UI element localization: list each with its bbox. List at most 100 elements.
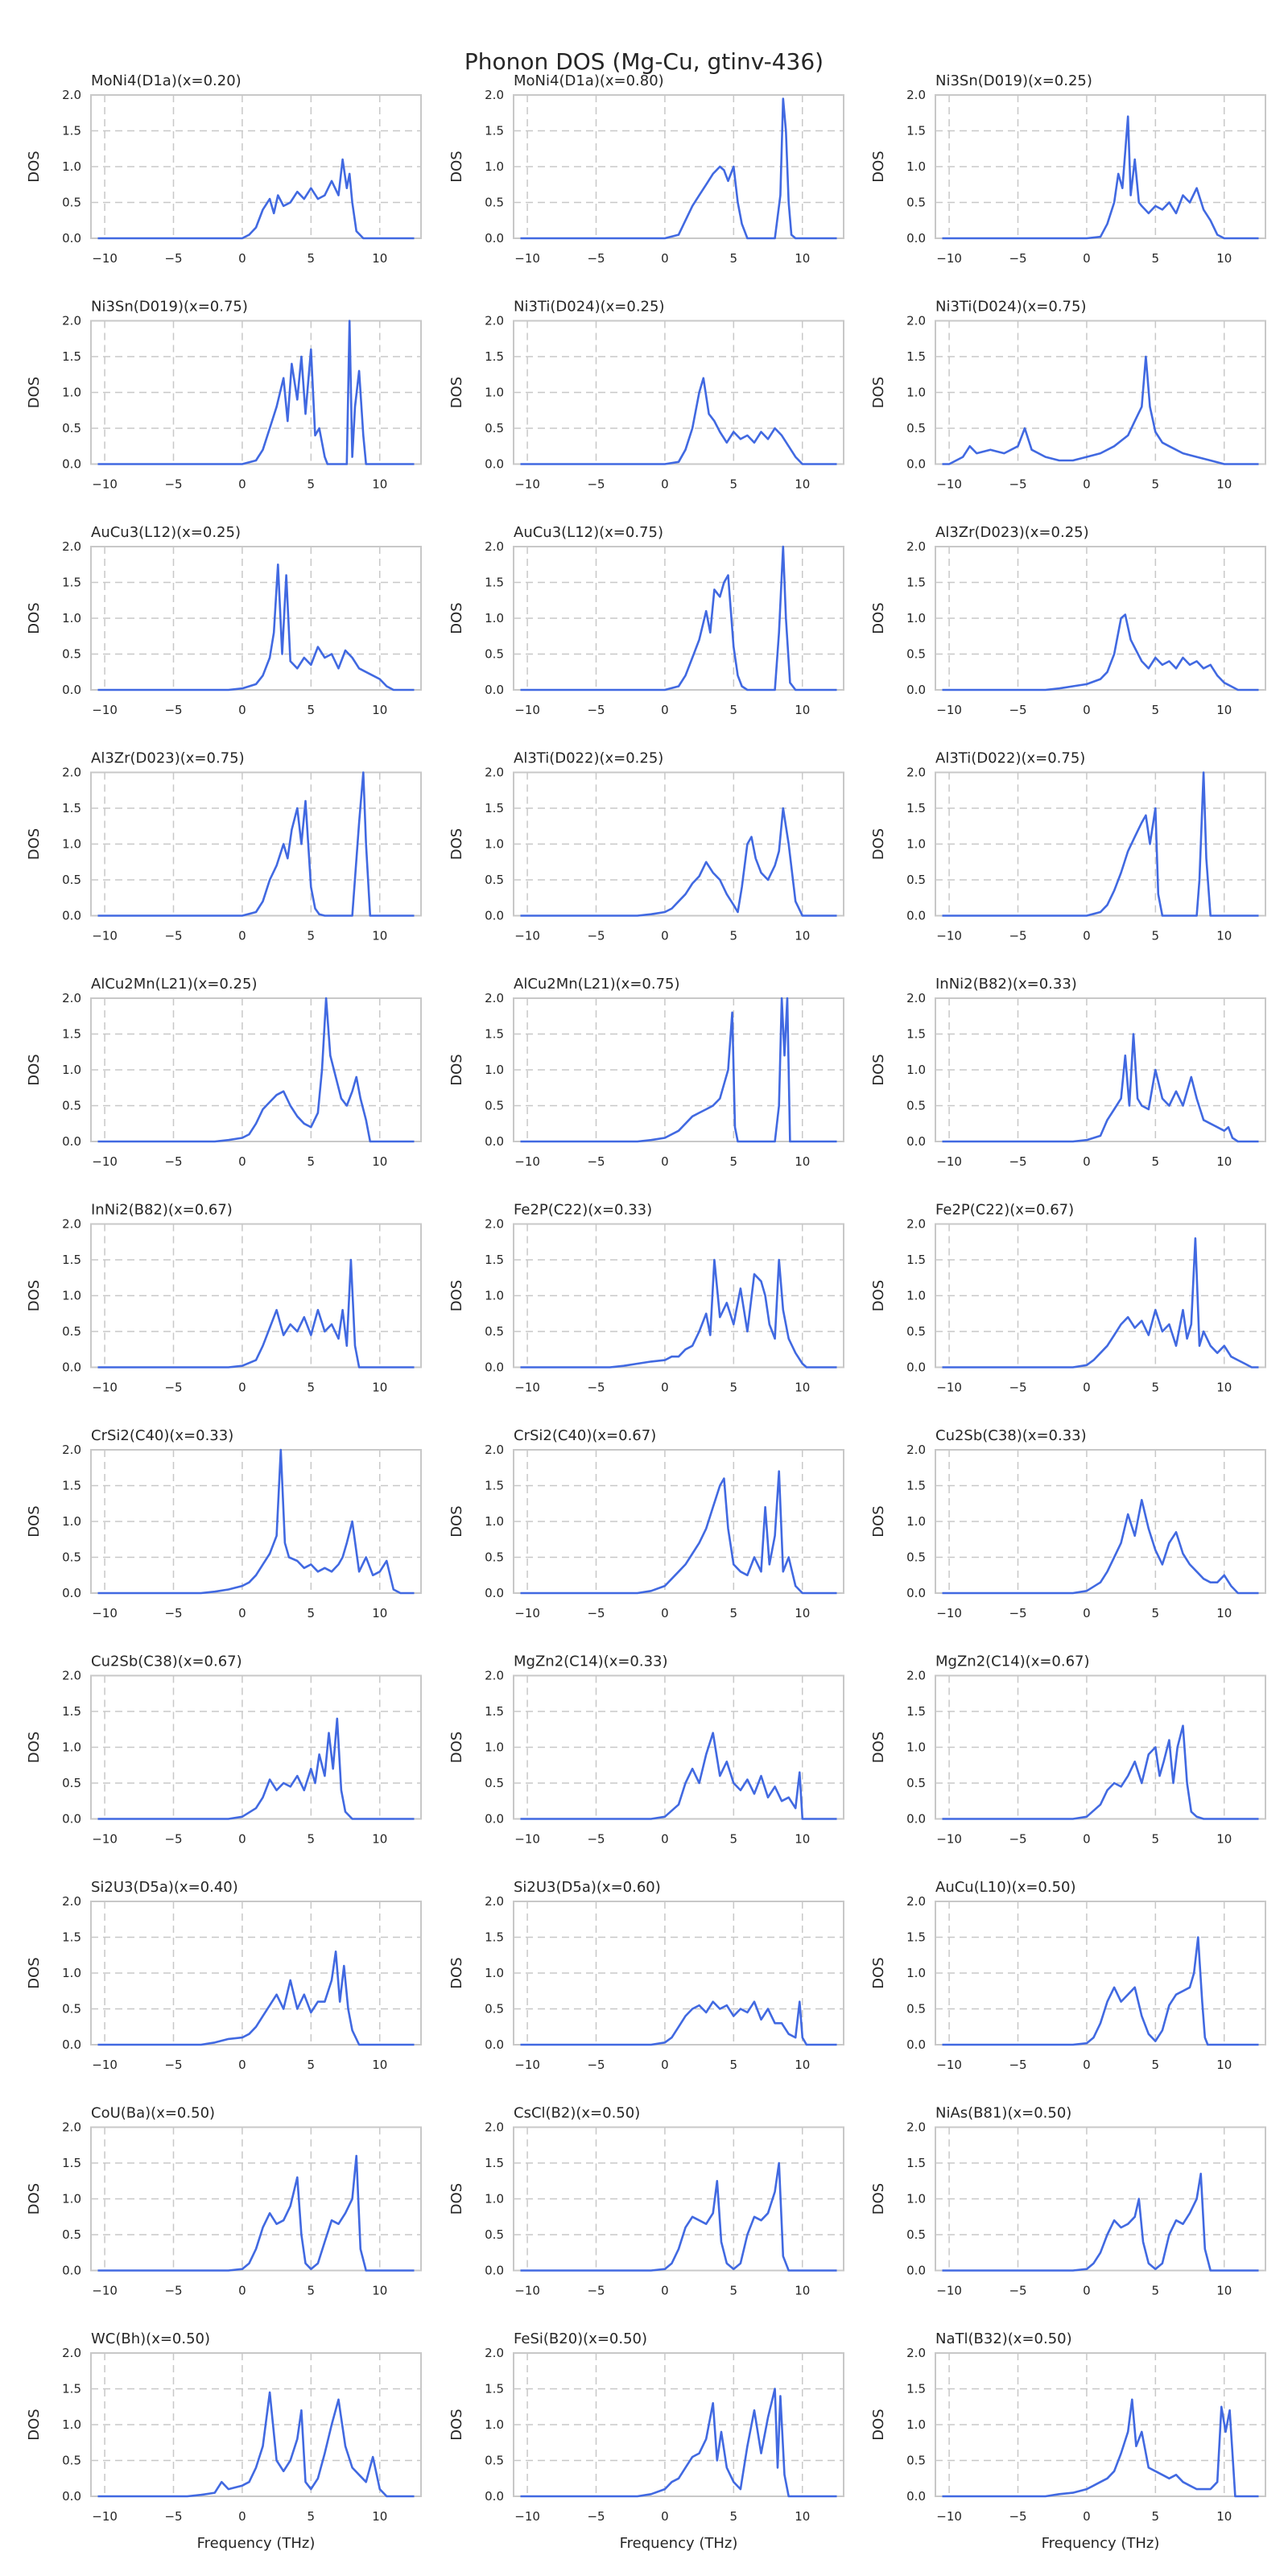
y-tick-label: 0.5 bbox=[485, 1550, 504, 1565]
x-tick-label: 5 bbox=[730, 1381, 738, 1395]
y-tick-label: 1.5 bbox=[485, 349, 504, 364]
dos-panel: −10 −5 0 5 10 0.0 0.5 1.0 1.5 2.0 DOS Al3Zr(D023)(x… bbox=[870, 524, 1266, 717]
y-tick-label: 1.0 bbox=[62, 2417, 81, 2432]
x-tick-label: 10 bbox=[795, 2284, 810, 2298]
y-tick-label: 0.5 bbox=[62, 873, 81, 887]
panel-frame bbox=[935, 1223, 1266, 1368]
y-tick-label: 1.0 bbox=[485, 1966, 504, 1980]
x-tick-label: 0 bbox=[238, 1381, 246, 1395]
y-tick-label: 1.5 bbox=[485, 1704, 504, 1719]
dos-series-line bbox=[520, 807, 837, 917]
x-tick-label: 10 bbox=[795, 1154, 810, 1169]
y-tick-label: 1.0 bbox=[62, 611, 81, 625]
dos-panel: −10 −5 0 5 10 0.0 0.5 1.0 1.5 2.0 DOS Fe2P(C22)(x=0… bbox=[870, 1202, 1266, 1395]
panel-frame bbox=[935, 320, 1266, 465]
x-tick-label: −5 bbox=[587, 1381, 605, 1395]
panel-frame bbox=[90, 2126, 422, 2272]
panel-frame bbox=[513, 771, 844, 917]
x-tick-label: 10 bbox=[795, 929, 810, 943]
y-tick-label: 0.5 bbox=[485, 1776, 504, 1790]
x-tick-label: −10 bbox=[92, 1832, 118, 1847]
x-tick-label: 10 bbox=[1216, 2509, 1232, 2524]
x-tick-label: −10 bbox=[936, 703, 962, 717]
panel-title: MoNi4(D1a)(x=0.80) bbox=[514, 72, 664, 89]
y-axis-label: DOS bbox=[870, 1505, 887, 1537]
y-axis-label: DOS bbox=[870, 151, 887, 182]
panel-frame bbox=[90, 1901, 422, 2046]
panel-frame bbox=[90, 997, 422, 1142]
dos-series-line bbox=[942, 355, 1259, 465]
x-tick-label: −10 bbox=[936, 1154, 962, 1169]
y-axis-label: DOS bbox=[26, 1054, 43, 1085]
x-tick-label: −10 bbox=[936, 477, 962, 492]
panel-title: Cu2Sb(C38)(x=0.33) bbox=[935, 1427, 1087, 1444]
y-tick-label: 2.0 bbox=[906, 539, 926, 554]
x-tick-label: −5 bbox=[587, 703, 605, 717]
x-tick-label: −5 bbox=[1009, 929, 1026, 943]
y-tick-label: 0.0 bbox=[485, 1586, 504, 1600]
y-tick-label: 2.0 bbox=[485, 314, 504, 328]
dos-series-line bbox=[942, 115, 1259, 240]
x-tick-label: −5 bbox=[164, 251, 182, 266]
y-tick-label: 1.5 bbox=[62, 1704, 81, 1719]
y-tick-label: 0.0 bbox=[62, 683, 81, 697]
x-tick-label: −5 bbox=[1009, 477, 1026, 492]
y-tick-label: 1.0 bbox=[485, 1740, 504, 1755]
dos-panel: −10 −5 0 5 10 0.0 0.5 1.0 1.5 2.0 DOS AuCu3(L12)(x=… bbox=[448, 524, 844, 717]
x-tick-label: −10 bbox=[514, 929, 540, 943]
panel-frame bbox=[935, 1449, 1266, 1594]
x-tick-label: −5 bbox=[164, 1381, 182, 1395]
y-tick-label: 1.0 bbox=[62, 1063, 81, 1077]
x-tick-label: 0 bbox=[661, 1832, 669, 1847]
y-tick-label: 1.5 bbox=[906, 576, 926, 590]
panel-frame bbox=[90, 320, 422, 465]
y-tick-label: 2.0 bbox=[485, 2120, 504, 2135]
x-axis-label: Frequency (THz) bbox=[1042, 2535, 1160, 2552]
x-tick-label: 0 bbox=[661, 929, 669, 943]
panel-frame bbox=[513, 997, 844, 1142]
y-tick-label: 2.0 bbox=[62, 2346, 81, 2360]
dos-panel: −10 −5 0 5 10 0.0 0.5 1.0 1.5 2.0 DOS Ni3Ti(D024)(x… bbox=[870, 299, 1266, 492]
x-tick-label: 10 bbox=[795, 1606, 810, 1620]
y-tick-label: 0.5 bbox=[906, 1099, 926, 1113]
y-tick-label: 1.0 bbox=[906, 1289, 926, 1303]
dos-series-line bbox=[942, 2398, 1259, 2498]
x-tick-label: 0 bbox=[1083, 1381, 1091, 1395]
y-tick-label: 2.0 bbox=[906, 1669, 926, 1683]
y-tick-label: 1.0 bbox=[485, 386, 504, 400]
y-tick-label: 2.0 bbox=[485, 539, 504, 554]
panel-frame bbox=[90, 94, 422, 239]
x-tick-label: 0 bbox=[238, 929, 246, 943]
x-tick-label: 0 bbox=[238, 1154, 246, 1169]
y-axis-label: DOS bbox=[448, 1280, 465, 1311]
y-tick-label: 1.0 bbox=[62, 837, 81, 852]
dos-panel: −10 −5 0 5 10 0.0 0.5 1.0 1.5 2.0 DOS NiAs(B81)(x=0… bbox=[870, 2105, 1266, 2298]
x-tick-label: −5 bbox=[164, 929, 182, 943]
x-tick-label: −5 bbox=[1009, 2284, 1026, 2298]
dos-panel: −10 −5 0 5 10 0.0 0.5 1.0 1.5 2.0 DOS MoNi4(D1a)(x=… bbox=[26, 72, 422, 266]
y-axis-label: DOS bbox=[448, 1957, 465, 1988]
dos-series-line bbox=[97, 564, 415, 691]
x-tick-label: 0 bbox=[1083, 2058, 1091, 2072]
panel-frame bbox=[513, 1223, 844, 1368]
y-tick-label: 2.0 bbox=[906, 2120, 926, 2135]
y-tick-label: 2.0 bbox=[485, 2346, 504, 2360]
y-tick-label: 1.0 bbox=[485, 1063, 504, 1077]
y-tick-label: 2.0 bbox=[906, 314, 926, 328]
y-tick-label: 0.0 bbox=[485, 457, 504, 472]
x-tick-label: −10 bbox=[936, 2284, 962, 2298]
panel-title: CrSi2(C40)(x=0.33) bbox=[91, 1427, 233, 1444]
y-axis-label: DOS bbox=[26, 377, 43, 408]
panel-frame bbox=[935, 771, 1266, 917]
y-tick-label: 0.5 bbox=[62, 421, 81, 436]
x-tick-label: 0 bbox=[661, 2509, 669, 2524]
x-tick-label: 5 bbox=[308, 251, 316, 266]
dos-series-line bbox=[520, 97, 837, 240]
x-tick-label: 5 bbox=[730, 2058, 738, 2072]
dos-panel: −10 −5 0 5 10 0.0 0.5 1.0 1.5 2.0 DOS Cu2Sb(C38)(x=… bbox=[870, 1427, 1266, 1620]
x-tick-label: −5 bbox=[164, 2058, 182, 2072]
y-axis-label: DOS bbox=[448, 151, 465, 182]
y-tick-label: 2.0 bbox=[906, 2346, 926, 2360]
y-tick-label: 1.5 bbox=[62, 576, 81, 590]
x-tick-label: 5 bbox=[308, 2058, 316, 2072]
